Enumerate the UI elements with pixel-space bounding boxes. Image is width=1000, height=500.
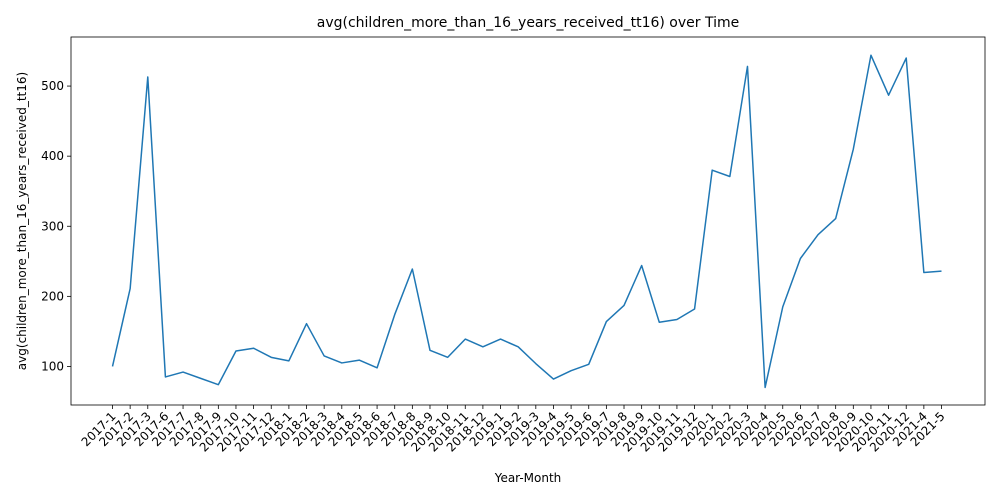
y-tick-label: 100 (41, 359, 64, 373)
y-axis: 100 200 300 400 500 (41, 79, 71, 373)
x-axis-label: Year-Month (494, 471, 562, 485)
x-axis: 2017-12017-22017-32017-62017-72017-82017… (79, 405, 948, 455)
y-axis-label: avg(children_more_than_16_years_received… (15, 72, 29, 370)
y-tick-label: 500 (41, 79, 64, 93)
chart-title: avg(children_more_than_16_years_received… (317, 15, 740, 31)
y-tick-label: 200 (41, 289, 64, 303)
y-tick-label: 400 (41, 149, 64, 163)
y-tick-label: 300 (41, 219, 64, 233)
plot-area: 100 200 300 400 500 2017-12017-22017-32017-6… (41, 36, 986, 455)
series-line (111, 54, 942, 389)
axes-frame (70, 36, 986, 406)
